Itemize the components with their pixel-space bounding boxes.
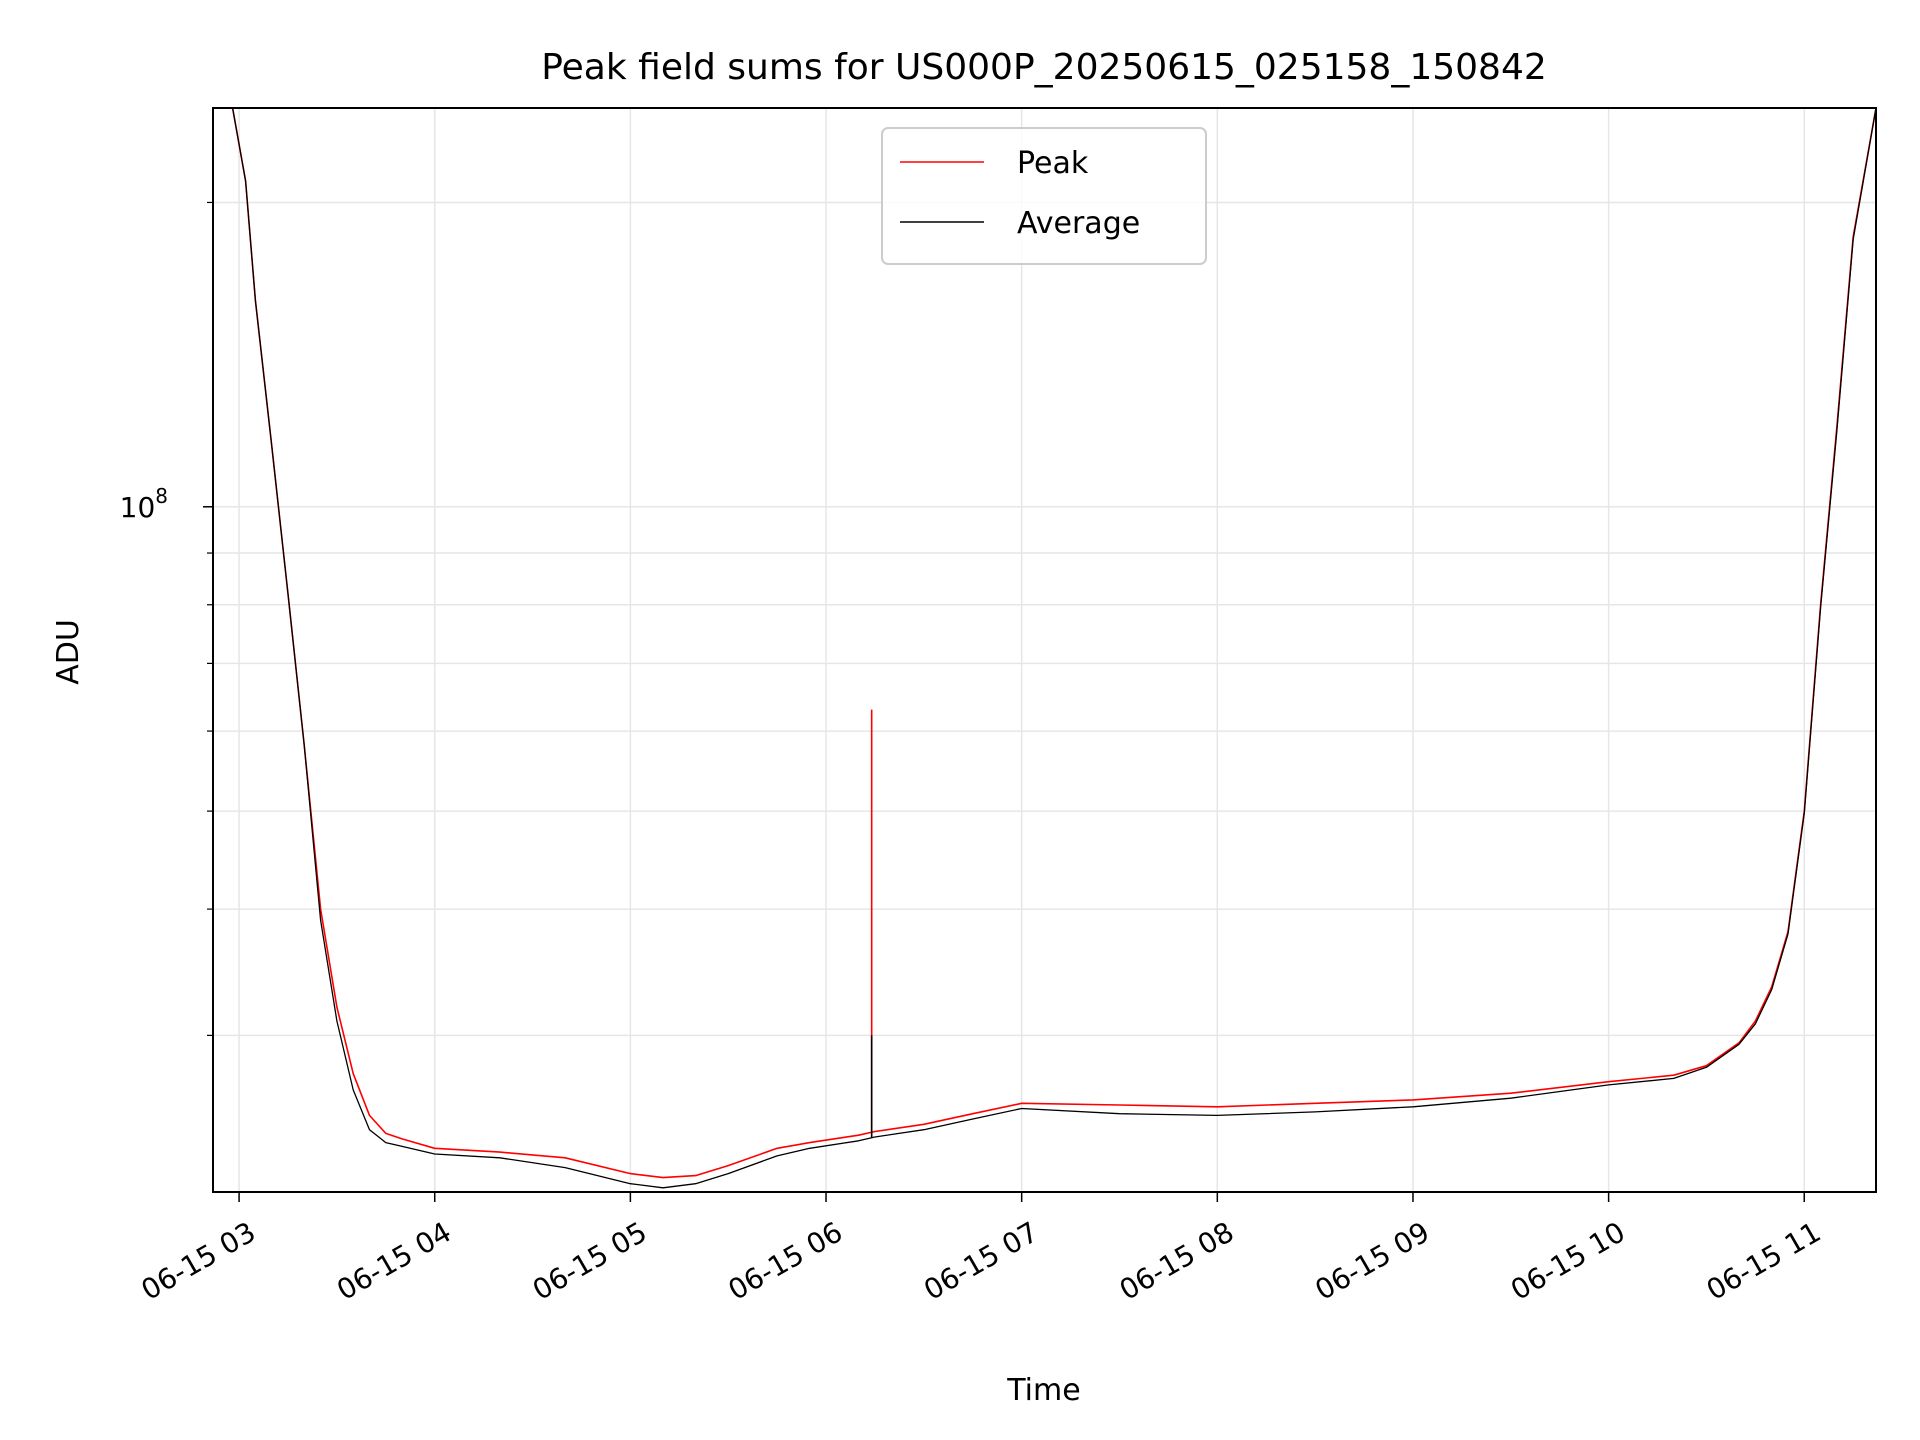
y-axis-label: ADU bbox=[51, 619, 86, 685]
y-tick-exponent: 8 bbox=[155, 484, 168, 508]
chart-svg: 06-15 03 06-15 04 06-15 05 06-15 06 06-15 07… bbox=[0, 0, 1920, 1440]
legend-label-peak: Peak bbox=[1017, 146, 1089, 181]
legend: Peak Average bbox=[882, 128, 1206, 264]
y-tick-base: 10 bbox=[120, 491, 156, 524]
chart-title: Peak field sums for US000P_20250615_0251… bbox=[541, 47, 1547, 88]
legend-label-average: Average bbox=[1017, 206, 1140, 241]
x-axis-label: Time bbox=[1006, 1373, 1080, 1408]
chart-figure: 06-15 03 06-15 04 06-15 05 06-15 06 06-15 07… bbox=[0, 0, 1920, 1440]
